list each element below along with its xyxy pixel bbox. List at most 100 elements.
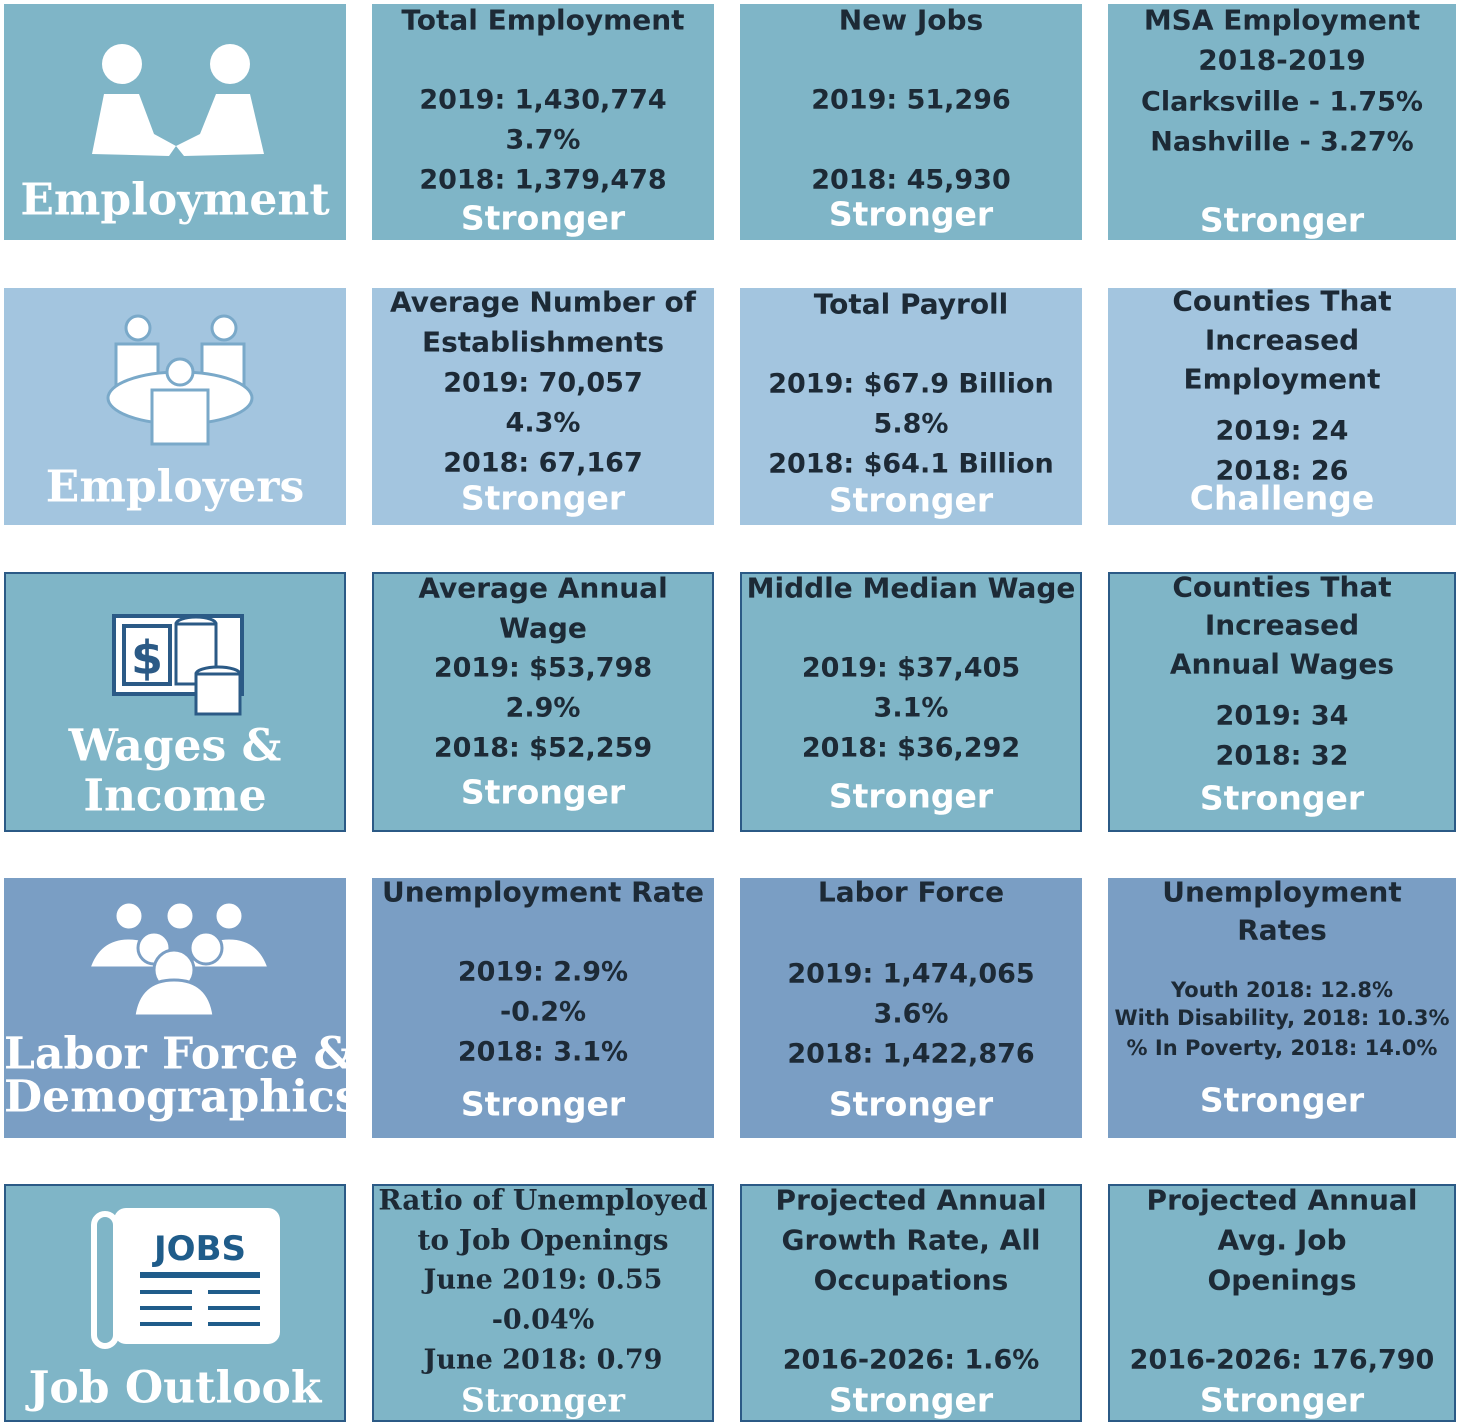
category-label: Job Outlook <box>28 1362 322 1414</box>
card-value: 3.1% <box>873 692 949 724</box>
metric-card: Unemployment Rate 2019: 2.9% -0.2% 2018: 3.… <box>372 875 714 1138</box>
category-icon: $ <box>112 614 244 716</box>
card-title: Openings <box>1207 1263 1357 1297</box>
card-rating: Stronger <box>460 478 626 518</box>
card-title: Projected Annual <box>775 1183 1047 1217</box>
card-value: June 2018: 0.79 <box>423 1344 663 1376</box>
category-icon: JOBS <box>91 1208 280 1349</box>
metric-card: Total Payroll 2019: $67.9 Billion 5.8% 2018… <box>740 288 1082 525</box>
card-value: 2019: 34 <box>1215 700 1349 732</box>
card-title: Counties That <box>1172 570 1392 604</box>
card-title: Occupations <box>813 1263 1009 1297</box>
card-title: Unemployment Rate <box>381 875 705 909</box>
card-rating: Stronger <box>1199 200 1365 240</box>
card-value: Clarksville - 1.75% <box>1141 86 1423 118</box>
metric-card: Labor Force 2019: 1,474,065 3.6% 2018: 1,42… <box>740 876 1082 1138</box>
category-icon <box>86 900 272 1018</box>
card-title: Growth Rate, All <box>781 1223 1041 1257</box>
category-label: Income <box>83 770 267 822</box>
card-value: 2018: 67,167 <box>443 447 643 479</box>
category-tile: JOBS Job Outlook <box>4 1184 346 1422</box>
card-title: Average Annual <box>418 571 668 605</box>
metric-card: Unemployment Rates Youth 2018: 12.8% With D… <box>1108 875 1456 1138</box>
card-value: 2018: 1,379,478 <box>419 164 667 196</box>
category-label: Employers <box>45 461 305 513</box>
category-label: Wages & <box>68 720 282 772</box>
card-rating: Stronger <box>1199 1380 1365 1420</box>
card-value: 2019: $53,798 <box>433 652 653 684</box>
card-rating: Stronger <box>460 1084 626 1124</box>
card-title: Ratio of Unemployed <box>378 1183 708 1217</box>
category-label: Demographics <box>4 1071 360 1123</box>
card-value: 2.9% <box>505 692 581 724</box>
card-rating: Stronger <box>828 1084 994 1124</box>
card-title: to Job Openings <box>417 1223 669 1257</box>
category-label: Employment <box>20 174 330 226</box>
card-value: % In Poverty, 2018: 14.0% <box>1126 1036 1438 1060</box>
card-title: Annual Wages <box>1169 647 1395 681</box>
category-icon <box>106 314 254 446</box>
card-value: 2016-2026: 1.6% <box>782 1344 1040 1376</box>
metric-card: Total Employment 2019: 1,430,774 3.7% 2018:… <box>372 4 714 240</box>
metric-card: Projected Annual Avg. Job Openings 2016-202… <box>1108 1184 1456 1422</box>
card-value: 2016-2026: 176,790 <box>1129 1344 1435 1376</box>
card-value: With Disability, 2018: 10.3% <box>1114 1006 1450 1030</box>
card-value: 3.6% <box>873 998 949 1030</box>
card-value: 2018: $52,259 <box>433 732 653 764</box>
card-rating: Challenge <box>1189 478 1375 518</box>
card-title: Middle Median Wage <box>746 571 1076 605</box>
card-rating: Stronger <box>461 1380 625 1420</box>
card-title: Employment <box>1183 362 1381 396</box>
card-title: Avg. Job <box>1217 1223 1347 1257</box>
card-value: Youth 2018: 12.8% <box>1171 978 1393 1002</box>
card-rating: Stronger <box>460 198 626 238</box>
card-value: Nashville - 3.27% <box>1150 126 1414 158</box>
category-tile: Employers <box>4 288 346 525</box>
metric-card: Average Number of Establishments 2019: 70,… <box>372 285 714 525</box>
card-value: 2018: $64.1 Billion <box>768 448 1054 480</box>
card-value: 2019: 51,296 <box>811 84 1011 116</box>
card-rating: Stronger <box>1199 778 1365 818</box>
card-title: New Jobs <box>838 3 984 37</box>
metric-card: Average Annual Wage 2019: $53,798 2.9% 2018:… <box>372 572 714 832</box>
metric-card: MSA Employment 2018-2019 Clarksville - 1.7… <box>1108 4 1456 240</box>
card-value: 3.7% <box>505 124 581 156</box>
icon-text: JOBS <box>152 1229 246 1269</box>
card-value: June 2019: 0.55 <box>423 1264 663 1296</box>
card-title: MSA Employment <box>1143 3 1421 37</box>
card-value: 2018: $36,292 <box>801 732 1021 764</box>
card-value: 2019: 1,430,774 <box>419 84 667 116</box>
card-title: Projected Annual <box>1146 1183 1418 1217</box>
card-title: Average Number of <box>390 285 696 319</box>
card-title: Unemployment <box>1162 875 1402 909</box>
card-value: 2018: 26 <box>1215 455 1349 487</box>
card-title: Total Employment <box>401 3 685 37</box>
card-title: Counties That <box>1172 284 1392 318</box>
category-label: Labor Force & <box>4 1028 354 1080</box>
card-title: Increased <box>1204 323 1360 357</box>
card-title: Wage <box>499 611 587 645</box>
metric-card: Projected Annual Growth Rate, All Occupati… <box>740 1184 1082 1422</box>
card-value: 2019: 70,057 <box>443 367 643 399</box>
card-value: -0.04% <box>491 1304 595 1336</box>
card-title: Rates <box>1237 913 1327 947</box>
category-icon <box>92 44 264 156</box>
card-value: 2019: 2.9% <box>457 956 629 988</box>
metric-card: Ratio of Unemployed to Job Openings June 2… <box>372 1184 714 1422</box>
card-rating: Stronger <box>828 194 994 234</box>
category-tile: $ Wages & Income <box>4 572 346 832</box>
card-value: 2019: $37,405 <box>801 652 1021 684</box>
card-value: 4.3% <box>505 407 581 439</box>
card-rating: Stronger <box>828 776 994 816</box>
card-rating: Stronger <box>460 772 626 812</box>
card-title: 2018-2019 <box>1198 43 1366 77</box>
card-rating: Stronger <box>828 1380 994 1420</box>
card-value: 2018: 1,422,876 <box>787 1038 1035 1070</box>
card-value: 2019: $67.9 Billion <box>768 368 1054 400</box>
metric-card: Counties That Increased Employment 2019: 24… <box>1108 284 1456 525</box>
card-rating: Stronger <box>1199 1080 1365 1120</box>
card-value: 5.8% <box>873 408 949 440</box>
card-title: Establishments <box>421 325 665 359</box>
card-value: 2018: 32 <box>1215 740 1349 772</box>
